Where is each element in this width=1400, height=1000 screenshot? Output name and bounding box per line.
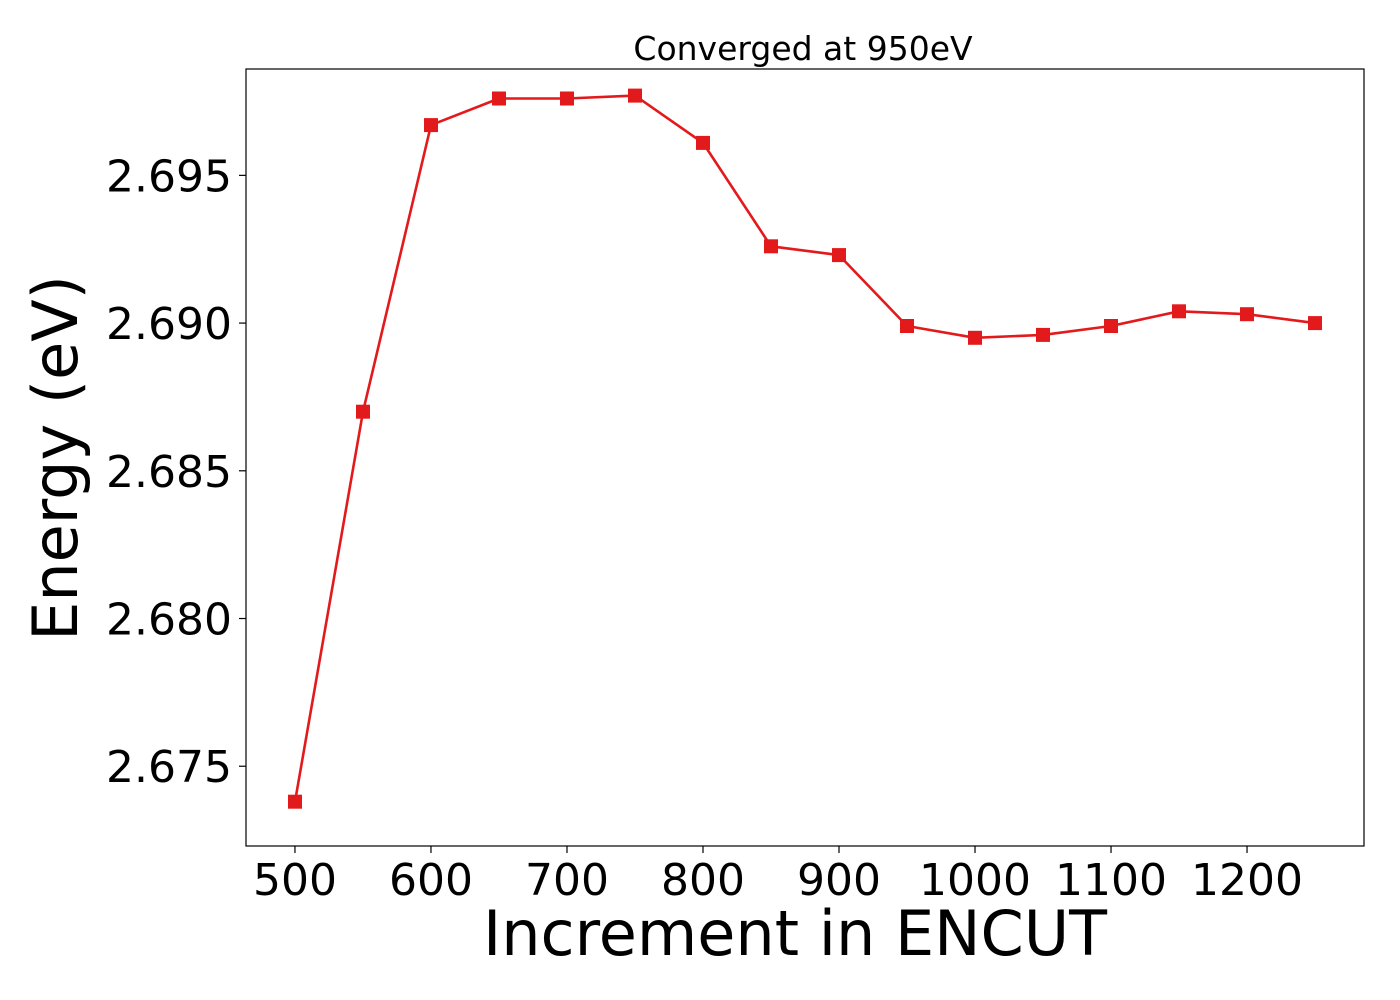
data-point-marker (560, 91, 574, 106)
y-tick-label: 2.685 (106, 447, 232, 498)
y-axis-label: Energy (eV) (19, 275, 92, 641)
data-point-marker (832, 248, 846, 263)
x-tick-label: 1200 (1191, 855, 1303, 906)
y-axis-ticks: 2.675 2.680 2.685 2.690 2.695 (106, 151, 246, 793)
data-point-marker (492, 91, 506, 106)
data-point-marker (424, 118, 438, 133)
x-tick-label: 700 (525, 855, 609, 906)
series-layer (288, 88, 1322, 809)
data-point-marker (1240, 307, 1254, 322)
x-tick-label: 900 (797, 855, 881, 906)
x-tick-label: 1000 (919, 855, 1031, 906)
data-point-marker (1308, 316, 1322, 331)
x-axis-ticks: 500 600 700 800 900 1000 1100 1200 (253, 846, 1303, 906)
data-point-marker (900, 319, 914, 333)
data-point-marker (1104, 319, 1118, 333)
data-point-marker (1172, 304, 1186, 319)
data-point-marker (696, 135, 710, 150)
data-point-marker (356, 404, 370, 419)
x-tick-label: 800 (661, 855, 745, 906)
x-axis-label: Increment in ENCUT (483, 897, 1108, 970)
y-tick-label: 2.675 (106, 742, 232, 793)
x-tick-label: 600 (389, 855, 473, 906)
y-tick-label: 2.695 (106, 151, 232, 202)
y-tick-label: 2.690 (106, 299, 232, 350)
data-point-marker (968, 330, 982, 345)
data-point-marker (764, 239, 778, 254)
x-tick-label: 1100 (1055, 855, 1167, 906)
data-point-marker (1036, 327, 1050, 342)
series-line (293, 94, 1316, 802)
x-tick-label: 500 (253, 855, 337, 906)
data-point-marker (628, 88, 642, 103)
chart-title: Converged at 950eV (633, 29, 973, 68)
y-tick-label: 2.680 (106, 595, 232, 646)
data-point-marker (288, 794, 302, 809)
plot-frame (245, 68, 1365, 847)
